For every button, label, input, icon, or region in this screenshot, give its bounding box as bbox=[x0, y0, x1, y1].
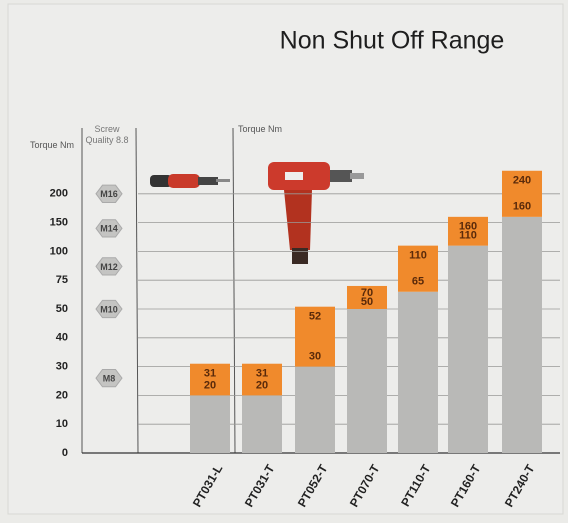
screw-label: M8 bbox=[103, 373, 116, 383]
bar bbox=[398, 292, 438, 453]
y-tick-label: 40 bbox=[56, 332, 68, 344]
value-label: 240 bbox=[513, 175, 531, 187]
bar bbox=[190, 395, 230, 453]
value-label: 30 bbox=[309, 351, 321, 363]
screw-label: M12 bbox=[100, 262, 118, 272]
screw-label: Screw Quality 8.8 bbox=[82, 124, 132, 146]
y-tick-label: 75 bbox=[56, 274, 68, 286]
y-label-box: Torque Nm bbox=[30, 140, 74, 170]
value-label: 50 bbox=[361, 296, 373, 308]
value-label: 20 bbox=[204, 379, 216, 391]
y-tick-label: 20 bbox=[56, 389, 68, 401]
bar bbox=[502, 217, 542, 453]
bar bbox=[448, 246, 488, 453]
y-tick-label: 150 bbox=[50, 217, 68, 229]
value-label: 65 bbox=[412, 276, 424, 288]
chart: Non Shut Off Range Torque Nm Screw Quali… bbox=[0, 0, 568, 518]
y-tick-label: 100 bbox=[50, 245, 68, 257]
y-tick-label: 10 bbox=[56, 418, 68, 430]
y-label-2-box: Torque Nm bbox=[238, 124, 282, 154]
value-label: 20 bbox=[256, 379, 268, 391]
y-tick-label: 50 bbox=[56, 303, 68, 315]
value-label: 52 bbox=[309, 311, 321, 323]
screw-label: M16 bbox=[100, 189, 118, 199]
screw-label: M10 bbox=[100, 304, 118, 314]
value-label: 110 bbox=[409, 250, 427, 262]
value-label: 160 bbox=[513, 201, 531, 213]
value-label: 110 bbox=[459, 230, 477, 242]
page: {"chart_data": { "type": "range-bar", "t… bbox=[0, 0, 568, 518]
value-label: 31 bbox=[256, 368, 268, 380]
y-tick-label: 0 bbox=[62, 447, 68, 459]
y-axis-label-2: Torque Nm bbox=[238, 124, 282, 135]
bar bbox=[347, 309, 387, 453]
y-axis-label: Torque Nm bbox=[30, 140, 74, 151]
chart-title: Non Shut Off Range bbox=[280, 27, 505, 55]
bar bbox=[295, 367, 335, 453]
screw-label-box: Screw Quality 8.8 bbox=[82, 124, 132, 164]
y-tick-label: 30 bbox=[56, 361, 68, 373]
screw-label: M14 bbox=[100, 224, 118, 234]
y-tick-label: 200 bbox=[50, 188, 68, 200]
value-label: 31 bbox=[204, 368, 216, 380]
bar bbox=[242, 395, 282, 453]
